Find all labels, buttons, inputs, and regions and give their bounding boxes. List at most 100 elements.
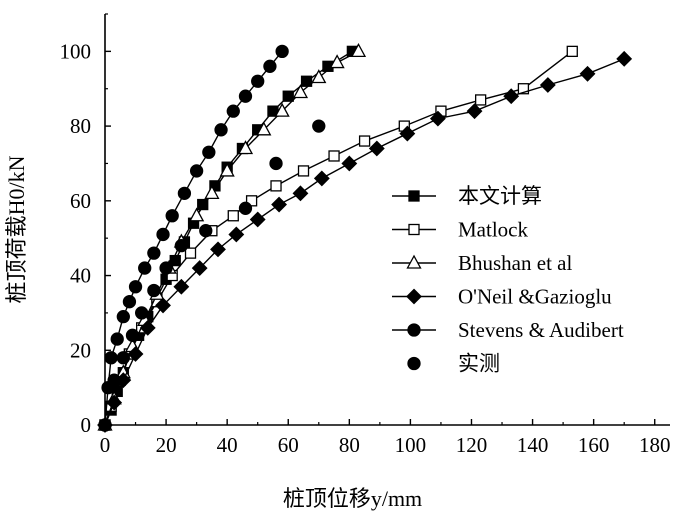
data-point [199, 224, 213, 238]
legend: 本文计算 Matlock Bhushan et al O'Neil &Gazioglu… [392, 184, 624, 376]
data-point [128, 280, 143, 294]
data-point [173, 278, 190, 295]
x-tick-label: 140 [517, 433, 549, 457]
data-point [466, 103, 483, 120]
data-point [197, 198, 209, 211]
data-point [368, 140, 385, 157]
data-point [134, 306, 149, 320]
data-point [263, 59, 277, 73]
x-tick-label: 100 [395, 433, 427, 457]
data-point [202, 145, 216, 159]
legend-marker [406, 254, 422, 269]
data-point [251, 74, 265, 88]
y-tick-label: 60 [70, 189, 91, 213]
x-tick-label: 0 [100, 433, 111, 457]
x-tick-label: 120 [456, 433, 488, 457]
data-point [165, 209, 179, 223]
data-point [219, 162, 235, 177]
data-point [269, 156, 283, 171]
data-point [300, 75, 313, 87]
legend-label: Matlock [458, 218, 528, 242]
x-tick-label: 180 [639, 433, 671, 457]
data-point [104, 351, 118, 365]
data-point [282, 90, 294, 102]
legend-label: Stevens & Audibert [458, 318, 624, 342]
data-point [122, 295, 137, 309]
data-point [313, 170, 330, 187]
data-point [270, 180, 282, 192]
series-0 [99, 45, 359, 431]
data-point [566, 45, 578, 58]
data-point [350, 42, 367, 58]
legend-label: Bhushan et al [458, 251, 572, 275]
data-point [191, 260, 208, 276]
data-point [503, 88, 520, 105]
data-point [292, 185, 309, 202]
legend-item: Stevens & Audibert [392, 318, 624, 342]
data-point [271, 196, 288, 213]
y-axis-label: 桩顶荷载H0/kN [4, 155, 29, 303]
data-point [228, 226, 245, 243]
data-point [110, 332, 124, 346]
legend-item: O'Neil &Gazioglu [392, 285, 612, 309]
data-point [358, 135, 371, 147]
data-point [227, 210, 239, 222]
data-point [138, 261, 152, 275]
legend-label: 实测 [458, 352, 500, 376]
plot-area: 0 20 40 60 80 100 120 140 160 180 0 20 40 60 80 100 [60, 13, 671, 457]
legend-marker [407, 356, 421, 371]
ticks-layer: 0 20 40 60 80 100 120 140 160 180 0 20 40 60 80 100 [60, 13, 671, 457]
x-tick-label: 160 [578, 433, 610, 457]
data-point [429, 110, 446, 127]
data-point [274, 102, 290, 117]
data-point [159, 261, 173, 275]
legend-marker [408, 223, 420, 236]
data-point [106, 394, 123, 411]
series-layer [97, 42, 633, 433]
data-point [214, 123, 228, 137]
data-point [184, 247, 197, 259]
series-5 [98, 119, 326, 432]
y-tick-label: 100 [60, 39, 92, 63]
data-point [238, 89, 253, 103]
x-tick-label: 20 [156, 433, 177, 457]
data-point [312, 119, 326, 133]
data-point [256, 121, 272, 136]
data-point [517, 83, 530, 95]
data-point [328, 150, 340, 162]
y-tick-label: 0 [81, 413, 92, 437]
data-point [237, 140, 254, 155]
data-point [329, 54, 345, 69]
legend-marker [408, 190, 420, 202]
data-point [155, 297, 171, 314]
data-point [139, 319, 156, 336]
data-point [156, 227, 170, 242]
series-line [104, 50, 283, 426]
legend-label: 本文计算 [458, 184, 542, 208]
data-point [125, 328, 140, 342]
legend-marker [407, 323, 421, 337]
data-point [474, 94, 487, 106]
series-3 [97, 50, 633, 433]
data-point [147, 283, 161, 298]
data-point [116, 309, 130, 324]
data-point [341, 155, 358, 172]
data-point [616, 50, 633, 67]
data-point [116, 351, 130, 365]
data-point [107, 373, 121, 387]
legend-item: Bhushan et al [392, 251, 572, 275]
data-point [189, 164, 204, 178]
legend-item: 本文计算 [392, 184, 542, 208]
data-point [238, 201, 253, 215]
x-tick-label: 60 [278, 433, 299, 457]
data-point [579, 65, 596, 82]
y-tick-label: 20 [70, 338, 91, 362]
legend-item: Matlock [392, 218, 528, 242]
data-point [539, 77, 556, 93]
data-point [204, 184, 220, 199]
data-point [292, 84, 309, 99]
y-tick-label: 40 [70, 264, 91, 288]
x-tick-label: 40 [217, 433, 238, 457]
data-point [210, 241, 226, 258]
